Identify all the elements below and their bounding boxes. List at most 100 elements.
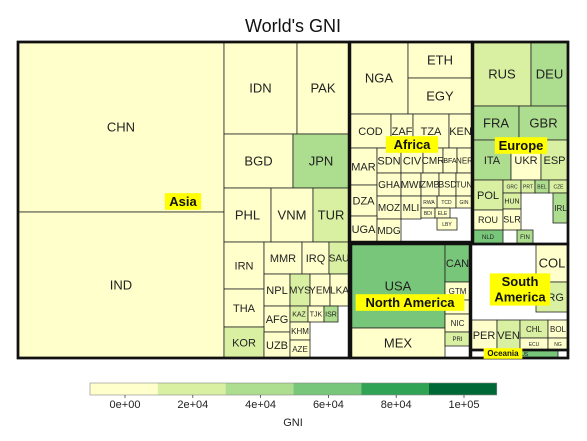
tile-label-dza: DZA <box>353 195 376 207</box>
tile-label-tun: TUN <box>456 180 473 189</box>
tile-label-pak: PAK <box>310 81 335 96</box>
tile-label-fra: FRA <box>483 116 509 131</box>
region-label-bg-europe <box>494 137 548 154</box>
tile-label-aze: AZE <box>292 345 308 354</box>
legend-swatch <box>225 383 294 395</box>
tile-uga <box>349 215 378 243</box>
legend-frame <box>89 382 498 396</box>
tile-label-gbr: GBR <box>529 116 557 131</box>
tile-label-prt: PRT <box>523 184 533 190</box>
region-label-asia: Asia <box>169 194 197 209</box>
region-label-bg-south-america <box>489 273 551 306</box>
tile-label-ukr: UKR <box>514 155 537 167</box>
tile-irq <box>301 241 330 275</box>
legend: 0e+00 2e+04 4e+04 6e+04 8e+04 1e+05 GNI <box>89 382 498 429</box>
tile-label-sdn: SDN <box>377 155 400 167</box>
tile-chn <box>17 41 225 213</box>
tile-label-zmb: ZMB <box>421 180 440 190</box>
legend-tick-label: 0e+00 <box>110 399 141 411</box>
tile-label-vnm: VNM <box>278 208 307 223</box>
tile-label-uga: UGA <box>352 224 377 236</box>
tile-egy <box>407 77 473 115</box>
legend-tick-label: 8e+04 <box>381 399 412 411</box>
tile-label-npl: NPL <box>266 285 287 297</box>
tile-label-yem: YEM <box>309 286 331 297</box>
legend-swatch <box>429 383 497 395</box>
region-label-north-america: North America <box>365 295 455 310</box>
tile-label-tha: THA <box>233 303 256 315</box>
tile-tha <box>223 288 265 328</box>
tile-label-bgd: BGD <box>244 154 272 169</box>
tile-label-ecu: ECU <box>529 342 540 348</box>
legend-tick-label: 1e+05 <box>449 399 480 411</box>
tile-label-civ: CIV <box>403 155 422 167</box>
legend-tick-label: 6e+04 <box>313 399 344 411</box>
tile-npl <box>263 273 291 307</box>
tile-jpn <box>292 133 350 189</box>
tile-label-cmr: CMR <box>422 156 445 167</box>
tile-label-ng: NG <box>554 342 562 348</box>
tile-label-hun: HUN <box>504 198 519 205</box>
region-label-south-america: South America <box>494 274 546 305</box>
chart-title: World's GNI <box>245 16 341 36</box>
tile-label-mar: MAR <box>351 161 376 173</box>
tile-label-tur: TUR <box>318 208 345 223</box>
region-label-bg-asia <box>164 193 202 210</box>
tile-label-mwi: MWI <box>401 180 422 191</box>
tile-label-sau: SAU <box>329 254 350 265</box>
tile-label-gin: GIN <box>460 200 469 206</box>
tile-label-mmr: MMR <box>270 253 296 265</box>
tile-label-zaf: ZAF <box>392 126 413 138</box>
tile-usa <box>350 243 446 329</box>
region-label-bg-africa <box>385 136 439 153</box>
tile-label-fin: FIN <box>520 235 530 241</box>
tile-label-ken: KEN <box>449 126 472 138</box>
tile-label-cze: CZE <box>554 184 565 190</box>
legend-swatch <box>90 383 158 395</box>
tile-label-tjk: TJK <box>310 311 323 318</box>
tile-label-irl: IRL <box>554 204 567 213</box>
tile-cod <box>349 113 392 149</box>
tile-label-kaz: KAZ <box>292 311 306 318</box>
tile-label-egy: EGY <box>426 89 454 104</box>
tile-label-nld: NLD <box>482 235 495 241</box>
tile-mar <box>349 147 378 186</box>
tile-label-esp: ESP <box>543 155 565 167</box>
tile-label-mex: MEX <box>384 336 413 351</box>
tile-label-bfa: BFA <box>443 158 457 165</box>
tile-irn <box>223 241 265 290</box>
tile-kor <box>223 326 265 359</box>
tile-label-afg: AFG <box>266 314 289 326</box>
tile-label-eth: ETH <box>427 53 453 68</box>
tile-label-cod: COD <box>358 126 383 138</box>
tile-label-gtm: GTM <box>449 287 467 296</box>
tile-label-bdi: BDI <box>424 211 432 217</box>
tile-label-nic: NIC <box>451 319 465 328</box>
tile-label-khm: KHM <box>291 327 309 336</box>
tile-label-idn: IDN <box>249 81 271 96</box>
tile-label-col: COL <box>539 256 566 271</box>
tile-label-bsd: BSD <box>438 180 457 190</box>
tile-label-jpn: JPN <box>309 154 334 169</box>
tile-bgd <box>223 133 294 189</box>
tile-isr <box>323 305 339 323</box>
tile-label-nga: NGA <box>365 71 394 86</box>
tile-label-lby: LBY <box>442 222 452 228</box>
tile-label-gha: GHA <box>378 180 400 191</box>
tile-lby <box>436 217 458 231</box>
tile-label-pri: PRI <box>452 337 462 343</box>
tile-vnm <box>270 187 314 243</box>
tile-label-tza: TZA <box>421 126 442 138</box>
tile-label-chn: CHN <box>107 120 135 135</box>
tile-label-ven: VEN <box>497 330 520 342</box>
tile-ind <box>17 211 225 359</box>
tile-label-rwa: RWA <box>423 200 435 206</box>
tile-label-ele: ELE <box>438 211 448 217</box>
region-label-europe: Europe <box>499 138 544 153</box>
tile-uzb <box>263 331 291 359</box>
tile-label-aus: AUS <box>518 352 529 358</box>
legend-title: GNI <box>283 417 303 429</box>
tile-label-mdg: MDG <box>377 226 401 237</box>
